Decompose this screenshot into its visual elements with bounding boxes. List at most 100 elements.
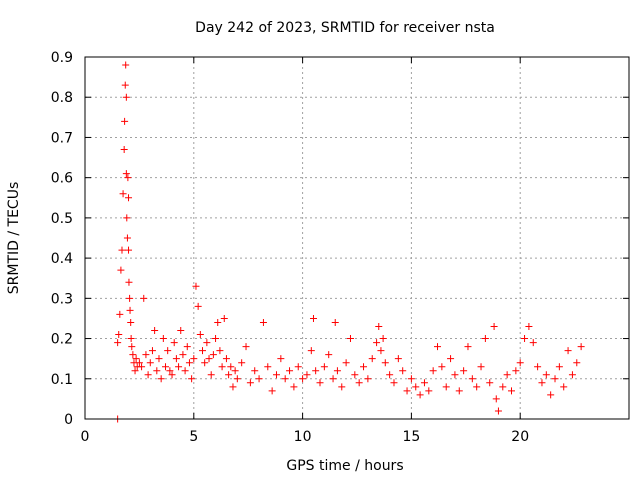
data-point [286, 367, 294, 375]
data-point [351, 371, 359, 379]
data-point [307, 347, 315, 355]
data-point [568, 371, 576, 379]
data-point [196, 331, 204, 339]
data-point [168, 371, 176, 379]
data-point [227, 363, 235, 371]
data-point [118, 246, 126, 254]
x-tick-label: 0 [81, 429, 90, 445]
data-point [481, 335, 489, 343]
data-point [122, 61, 130, 69]
data-point [333, 367, 341, 375]
data-point [521, 335, 529, 343]
data-point [438, 363, 446, 371]
data-point [146, 359, 154, 367]
data-point [151, 327, 159, 335]
data-point [338, 383, 346, 391]
y-tick-label: 0.5 [51, 211, 73, 227]
data-point [190, 355, 198, 363]
data-point [390, 379, 398, 387]
data-point [220, 314, 228, 322]
data-point [162, 363, 170, 371]
data-point [201, 359, 209, 367]
data-point [368, 355, 376, 363]
y-tick-label: 0.7 [51, 130, 73, 146]
data-point [175, 363, 183, 371]
data-point [329, 375, 337, 383]
data-point [135, 359, 143, 367]
data-point [115, 331, 123, 339]
data-point [342, 359, 350, 367]
data-point [464, 343, 472, 351]
y-tick-label: 0.8 [51, 90, 73, 106]
x-tick-label: 20 [511, 429, 529, 445]
data-point [120, 146, 128, 154]
data-point [473, 383, 481, 391]
data-point [377, 347, 385, 355]
data-point [477, 363, 485, 371]
data-point [127, 318, 135, 326]
data-point [148, 347, 156, 355]
data-point [555, 363, 563, 371]
data-point [355, 379, 363, 387]
data-point [218, 363, 226, 371]
data-point [525, 322, 533, 330]
data-point [429, 367, 437, 375]
data-point [225, 371, 233, 379]
data-point [512, 367, 520, 375]
data-point [119, 190, 127, 198]
data-point [316, 379, 324, 387]
data-point [290, 383, 298, 391]
data-point [121, 81, 129, 89]
data-point [490, 322, 498, 330]
data-point [144, 371, 152, 379]
data-point [157, 375, 165, 383]
data-point [126, 306, 134, 314]
data-point [577, 343, 585, 351]
data-point [451, 371, 459, 379]
data-point [560, 383, 568, 391]
data-points [114, 61, 585, 423]
data-point [126, 294, 134, 302]
y-tick-label: 0.2 [51, 332, 73, 348]
data-point [325, 351, 333, 359]
data-point [116, 310, 124, 318]
data-point [412, 383, 420, 391]
data-point [170, 339, 178, 347]
data-point [153, 367, 161, 375]
data-point [394, 355, 402, 363]
data-point [194, 302, 202, 310]
data-point [547, 391, 555, 399]
data-point [129, 351, 137, 359]
data-point [299, 375, 307, 383]
data-point [381, 359, 389, 367]
data-point [125, 194, 133, 202]
y-tick-label: 0.1 [51, 372, 73, 388]
data-point [123, 214, 131, 222]
data-point [114, 339, 122, 347]
data-point [125, 278, 133, 286]
data-point [346, 335, 354, 343]
data-point [209, 351, 217, 359]
data-point [238, 359, 246, 367]
data-point [188, 375, 196, 383]
data-point [468, 375, 476, 383]
data-point [183, 343, 191, 351]
x-axis-ticks: 0 5 10 15 20 [81, 57, 529, 445]
data-point [551, 375, 559, 383]
data-point [121, 117, 129, 125]
data-point [192, 282, 200, 290]
data-point [155, 355, 163, 363]
data-point [294, 363, 302, 371]
data-point [303, 371, 311, 379]
data-point [214, 318, 222, 326]
data-point [373, 339, 381, 347]
data-point [360, 363, 368, 371]
data-point [203, 339, 211, 347]
x-axis-label: GPS time / hours [286, 458, 403, 474]
data-point [460, 367, 468, 375]
data-point [281, 375, 289, 383]
data-point [499, 383, 507, 391]
data-point [246, 379, 254, 387]
data-point [255, 375, 263, 383]
data-point [205, 355, 213, 363]
